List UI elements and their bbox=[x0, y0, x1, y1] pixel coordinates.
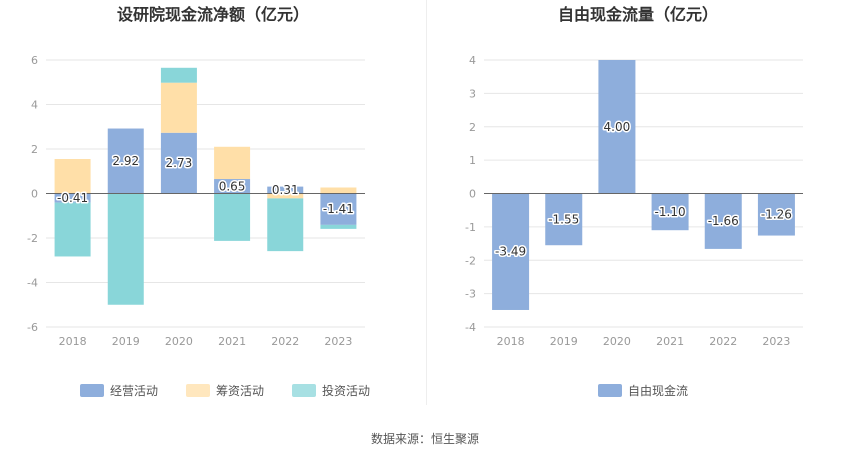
data-label: 0.65 bbox=[219, 179, 246, 193]
free-cashflow-chart: 自由现金流量（亿元） -4 -3 -2 -1 0 1 2 3 4 2018 2019 2020 2021 2… bbox=[465, 5, 803, 398]
bar-自由现金流 bbox=[545, 193, 583, 246]
legend-swatch bbox=[292, 384, 316, 397]
y-tick-label: -4 bbox=[465, 321, 476, 334]
y-tick-label: -6 bbox=[27, 321, 38, 334]
data-label: 2.73 bbox=[166, 156, 193, 170]
bar-自由现金流 bbox=[492, 193, 530, 310]
data-label: -1.66 bbox=[708, 214, 739, 228]
data-label: 2.92 bbox=[112, 154, 139, 168]
panel-divider bbox=[426, 0, 427, 405]
y-tick-label: 0 bbox=[469, 188, 476, 201]
y-tick-label: 4 bbox=[469, 54, 476, 67]
x-tick-label: 2018 bbox=[59, 335, 87, 348]
bar-投资活动 bbox=[214, 193, 251, 241]
x-tick-label: 2022 bbox=[709, 335, 737, 348]
bar-筹资活动 bbox=[54, 159, 91, 194]
y-tick-label: 1 bbox=[469, 154, 476, 167]
bar-经营活动 bbox=[320, 193, 357, 225]
bar-筹资活动 bbox=[214, 146, 251, 180]
x-tick-label: 2021 bbox=[218, 335, 246, 348]
legend-swatch bbox=[598, 384, 622, 397]
chart-title: 设研院现金流净额（亿元） bbox=[117, 5, 309, 24]
x-tick-label: 2022 bbox=[271, 335, 299, 348]
data-label: 0.31 bbox=[272, 183, 299, 197]
legend-swatch bbox=[80, 384, 104, 397]
bar-筹资活动 bbox=[267, 193, 304, 199]
data-label: -1.41 bbox=[323, 202, 354, 216]
bar-经营活动 bbox=[160, 132, 197, 194]
y-tick-label: 6 bbox=[31, 54, 38, 67]
data-source-label: 数据来源：恒生聚源 bbox=[370, 432, 479, 446]
data-label: -0.41 bbox=[57, 191, 88, 205]
legend-label: 自由现金流 bbox=[628, 383, 688, 398]
y-tick-label: 2 bbox=[31, 143, 38, 156]
data-label: -1.55 bbox=[548, 212, 579, 226]
bar-经营活动 bbox=[214, 179, 251, 194]
y-tick-label: -2 bbox=[465, 254, 476, 267]
x-tick-label: 2023 bbox=[762, 335, 790, 348]
x-tick-label: 2019 bbox=[550, 335, 578, 348]
y-tick-label: -1 bbox=[465, 221, 476, 234]
y-tick-label: 4 bbox=[31, 99, 38, 112]
x-tick-label: 2023 bbox=[324, 335, 352, 348]
bar-筹资活动 bbox=[320, 187, 357, 194]
legend-swatch bbox=[186, 384, 210, 397]
x-tick-label: 2020 bbox=[165, 335, 193, 348]
bar-筹资活动 bbox=[160, 82, 197, 133]
bar-经营活动 bbox=[267, 186, 304, 194]
bar-投资活动 bbox=[54, 202, 91, 257]
x-tick-label: 2018 bbox=[497, 335, 525, 348]
bar-投资活动 bbox=[320, 224, 357, 229]
bar-自由现金流 bbox=[598, 60, 636, 194]
chart-title: 自由现金流量（亿元） bbox=[558, 5, 718, 24]
data-label: -1.10 bbox=[655, 205, 686, 219]
y-tick-label: 2 bbox=[469, 121, 476, 134]
bar-投资活动 bbox=[160, 67, 197, 83]
bar-自由现金流 bbox=[704, 193, 742, 249]
bar-投资活动 bbox=[107, 193, 144, 305]
bar-经营活动 bbox=[107, 128, 144, 194]
y-tick-label: -3 bbox=[465, 288, 476, 301]
bar-投资活动 bbox=[267, 198, 304, 252]
bar-自由现金流 bbox=[651, 193, 689, 231]
legend-label: 投资活动 bbox=[322, 383, 370, 398]
data-label: -3.49 bbox=[495, 245, 526, 259]
x-tick-label: 2019 bbox=[112, 335, 140, 348]
bar-自由现金流 bbox=[757, 193, 795, 236]
data-label: -1.26 bbox=[761, 208, 792, 222]
cashflow-net-chart: 设研院现金流净额（亿元） -6 -4 -2 0 2 4 6 2018 2019 2020 2021 20… bbox=[27, 5, 370, 398]
bar-经营活动 bbox=[54, 193, 91, 203]
y-tick-label: -2 bbox=[27, 232, 38, 245]
x-tick-label: 2020 bbox=[603, 335, 631, 348]
legend-label: 筹资活动 bbox=[216, 384, 264, 398]
y-tick-label: -4 bbox=[27, 277, 38, 290]
x-tick-label: 2021 bbox=[656, 335, 684, 348]
data-label: 4.00 bbox=[604, 120, 631, 134]
y-tick-label: 3 bbox=[469, 87, 476, 100]
legend-label: 经营活动 bbox=[110, 384, 158, 398]
y-tick-label: 0 bbox=[31, 188, 38, 201]
